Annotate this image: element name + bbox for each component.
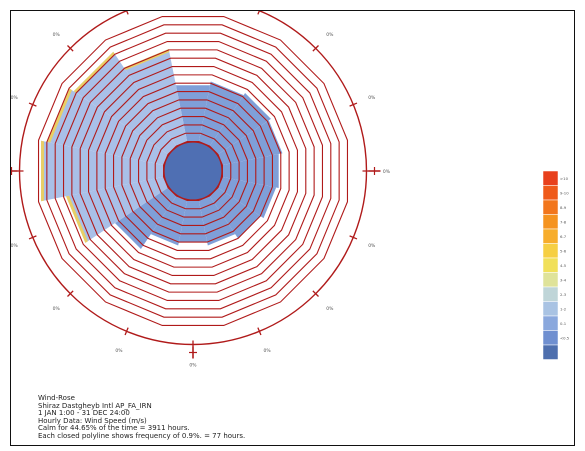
direction-label-WSW: 0% xyxy=(11,243,19,249)
legend-label-4: 6-7 xyxy=(560,234,567,239)
frequency-ring-5 xyxy=(129,107,257,235)
direction-label-S: 0% xyxy=(189,363,197,369)
legend-label-1: 9-10 xyxy=(560,191,569,196)
legend-label-6: 4-5 xyxy=(560,263,567,268)
rose-sector-NNE xyxy=(198,81,244,147)
rose-sector-S xyxy=(178,200,208,242)
legend-label-5: 5-6 xyxy=(560,249,567,254)
frequency-ring-15 xyxy=(46,24,340,318)
legend-swatch-10 xyxy=(542,315,559,331)
wind-rose-chart: 0%0%0%0%0%0%0%0%0%0%0%0%0%0%0%0% >109-10… xyxy=(11,11,570,369)
direction-label-ESE: 0% xyxy=(368,243,376,249)
rose-sector-WSW xyxy=(66,176,169,243)
caption-location: Shiraz Dastgheyb Intl AP_FA_IRN xyxy=(38,401,152,410)
frequency-ring-13 xyxy=(62,40,324,302)
legend-group: >10 9-10 8-9 7-8 6-7 5-6 4-5 3-4 2-3 1-2 0-1 <0.5 xyxy=(542,170,570,360)
legend-label-3: 7-8 xyxy=(560,220,567,225)
frequency-ring-8 xyxy=(104,82,282,260)
direction-tick-SW xyxy=(67,290,74,297)
frequency-rings-group xyxy=(18,11,368,346)
caption-calm: Calm for 44.65% of the time = 3911 hours… xyxy=(38,424,190,433)
rose-sector-accent-WSW xyxy=(66,195,88,243)
legend-label-9: 1-2 xyxy=(560,307,567,312)
direction-tick-NE xyxy=(312,45,319,52)
direction-label-ENE: 0% xyxy=(368,95,376,101)
frequency-ring-14 xyxy=(54,32,332,310)
chart-frame: 0%0%0%0%0%0%0%0%0%0%0%0%0%0%0%0% >109-10… xyxy=(10,10,575,446)
legend-label-2: 8-9 xyxy=(560,205,567,210)
frequency-ring-11 xyxy=(79,57,307,285)
direction-label-NW: 0% xyxy=(53,32,61,38)
frequency-ring-4 xyxy=(138,116,248,226)
legend-swatch-1 xyxy=(542,185,559,201)
direction-label-SSE: 0% xyxy=(263,348,271,354)
direction-tick-NW xyxy=(67,45,74,52)
legend-swatch-5 xyxy=(542,243,559,259)
direction-label-NE: 0% xyxy=(326,32,334,38)
legend-swatch-7 xyxy=(542,272,559,288)
rose-sector-NNW xyxy=(123,49,188,147)
rose-sector-NE xyxy=(209,93,271,155)
direction-tick-NNW xyxy=(126,11,129,15)
rose-sector-accent-W xyxy=(41,140,44,202)
frequency-ring-2 xyxy=(154,132,232,210)
legend-label-10: 0-1 xyxy=(560,321,567,326)
frequency-ring-3 xyxy=(146,124,240,218)
chart-caption: Wind-Rose Shiraz Dastgheyb Intl AP_FA_IR… xyxy=(38,394,246,441)
legend-label-0: >10 xyxy=(560,176,569,181)
caption-polyline-note: Each closed polyline shows frequency of … xyxy=(38,431,246,440)
rose-sector-accent-NW xyxy=(73,51,115,93)
direction-label-WNW: 0% xyxy=(11,95,19,101)
frequency-ring-9 xyxy=(96,74,290,268)
direction-tick-ENE xyxy=(349,102,358,107)
direction-tick-WSW xyxy=(28,235,37,240)
direction-tick-SSE xyxy=(257,327,262,336)
rose-sector-ENE xyxy=(217,120,283,166)
legend-swatch-6 xyxy=(542,257,559,273)
direction-label-SE: 0% xyxy=(326,306,334,312)
legend-swatch-12 xyxy=(542,344,559,360)
frequency-ring-7 xyxy=(113,91,273,251)
frequency-ring-10 xyxy=(88,65,299,277)
legend-swatch-9 xyxy=(542,301,559,317)
caption-title: Wind-Rose xyxy=(38,394,75,402)
caption-date-range: 1 JAN 1:00 - 31 DEC 24:00 xyxy=(38,409,130,418)
rose-sector-SE xyxy=(209,187,261,239)
rose-sector-ESE xyxy=(217,176,277,219)
frequency-ring-12 xyxy=(71,49,315,293)
legend-label-8: 2-3 xyxy=(560,292,567,297)
legend-label-7: 3-4 xyxy=(560,278,567,283)
calm-circle xyxy=(163,141,223,201)
rose-sector-SW xyxy=(115,187,177,249)
legend-swatch-2 xyxy=(542,199,559,215)
legend-swatch-3 xyxy=(542,214,559,230)
legend-label-11: <0.5 xyxy=(560,336,570,341)
direction-label-E: 0% xyxy=(383,169,391,175)
direction-tick-NNE xyxy=(257,11,260,15)
direction-label-SSW: 0% xyxy=(115,348,123,354)
calm-group xyxy=(163,141,223,201)
direction-tick-ESE xyxy=(349,235,358,240)
legend-swatch-11 xyxy=(542,330,559,346)
legend-swatch-0 xyxy=(542,170,559,186)
direction-ticks-group: 0%0%0%0%0%0%0%0%0%0%0%0%0%0%0%0% xyxy=(11,11,391,369)
direction-tick-WNW xyxy=(28,102,37,107)
frequency-ring-6 xyxy=(121,99,265,243)
direction-tick-SSW xyxy=(124,327,129,336)
direction-label-SW: 0% xyxy=(53,306,61,312)
rose-sector-accent-WNW xyxy=(47,88,72,143)
legend-swatch-8 xyxy=(542,286,559,302)
direction-tick-SE xyxy=(312,290,319,297)
legend-swatch-4 xyxy=(542,228,559,244)
frequency-ring-16 xyxy=(37,15,349,327)
caption-data-type: Hourly Data: Wind Speed (m/s) xyxy=(38,416,147,425)
